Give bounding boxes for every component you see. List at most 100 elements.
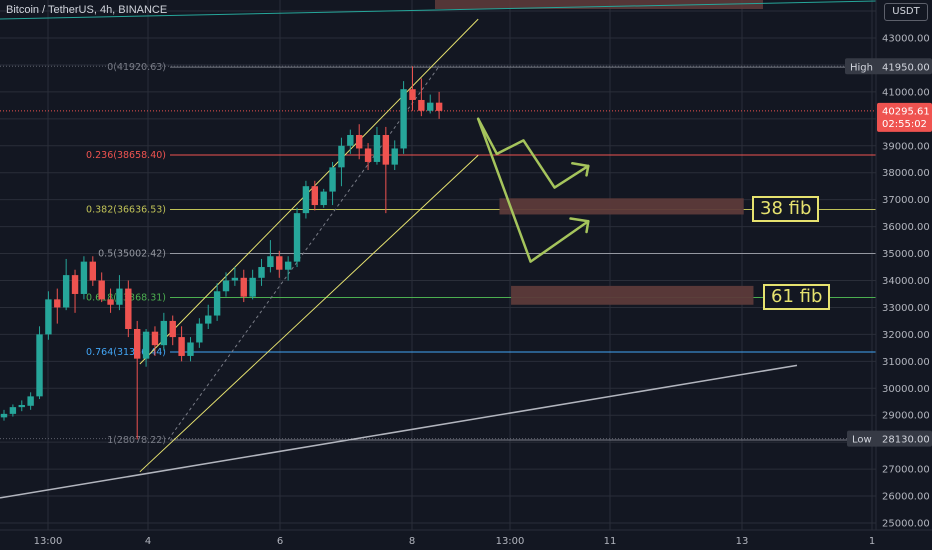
x-tick-label: 1	[869, 536, 875, 547]
candle-body	[0, 413, 8, 418]
y-tick-label: 29000.00	[882, 411, 930, 422]
y-tick-label: 26000.00	[882, 492, 930, 503]
channel-lower-line	[139, 154, 479, 473]
candle-body	[356, 135, 363, 149]
candle-body	[427, 102, 434, 111]
x-tick-label: 13:00	[496, 536, 525, 547]
candle-body	[373, 135, 381, 162]
y-tick-label: 36000.00	[882, 222, 930, 233]
currency-badge[interactable]: USDT	[884, 3, 928, 21]
candle-body	[267, 256, 274, 268]
high-badge-value: 41950.00	[882, 62, 930, 73]
y-tick-label: 37000.00	[882, 195, 930, 206]
candle-body	[435, 102, 443, 111]
candle-body	[231, 277, 239, 281]
trend-line-top	[0, 0, 877, 20]
fib61-zone	[511, 285, 754, 305]
chart-title: Bitcoin / TetherUS, 4h, BINANCE	[6, 4, 168, 16]
y-tick-label: 30000.00	[882, 384, 930, 395]
x-tick-label: 6	[277, 536, 283, 547]
candle-body	[311, 186, 318, 206]
candle-body	[169, 320, 176, 338]
candle-body	[142, 331, 150, 359]
candle-body	[249, 277, 256, 297]
y-tick-label: 35000.00	[882, 249, 930, 260]
candle-body	[391, 148, 398, 165]
candle-body	[284, 261, 292, 270]
candle-body	[18, 404, 25, 408]
last-price-badge	[877, 102, 932, 132]
last-price-value: 40295.61	[882, 106, 930, 117]
fib-level-label: 0.764(31346.44)	[86, 347, 166, 358]
last-price-timer: 02:55:02	[882, 119, 927, 130]
low-badge	[847, 430, 932, 447]
candle-body	[400, 89, 407, 149]
candle-body	[382, 135, 390, 165]
fib-level-label: 1(28078.22)	[107, 435, 166, 446]
candle-body	[71, 275, 79, 294]
y-tick-label: 33000.00	[882, 303, 930, 314]
y-tick-label: 34000.00	[882, 276, 930, 287]
candle-body	[125, 288, 132, 329]
x-tick-label: 8	[409, 536, 415, 547]
x-tick-label: 13:00	[34, 536, 63, 547]
fib-38-annotation: 38 fib	[752, 196, 820, 222]
high-badge	[845, 58, 932, 75]
candle-body	[187, 342, 194, 356]
candle-body	[302, 186, 310, 214]
candle-body	[213, 291, 221, 316]
candle-body	[107, 299, 114, 305]
candle-body	[276, 256, 283, 270]
candle-body	[196, 323, 203, 343]
candle-body	[9, 407, 17, 414]
fib-level-label: 0.236(38658.40)	[86, 150, 166, 161]
fib-trend-line	[167, 65, 440, 440]
y-tick-label: 25000.00	[882, 519, 930, 530]
candle-body	[258, 267, 265, 278]
fib38-zone	[499, 198, 744, 215]
candle-body	[116, 288, 123, 305]
candle-body	[134, 329, 141, 359]
y-tick-label: 38000.00	[882, 168, 930, 179]
x-tick-label: 13	[736, 536, 749, 547]
candle-body	[329, 167, 336, 192]
fib-level-label: 0(41920.63)	[107, 62, 166, 73]
time-axis	[0, 530, 932, 550]
candle-body	[347, 135, 354, 146]
fib-61-annotation: 61 fib	[763, 284, 831, 310]
candle-body	[27, 396, 34, 406]
candle-body	[98, 280, 105, 300]
low-badge-label: Low	[852, 435, 872, 446]
candle-body	[338, 145, 345, 168]
candle-body	[320, 191, 327, 206]
candle-body	[80, 261, 88, 294]
x-tick-label: 11	[604, 536, 617, 547]
candle-body	[418, 99, 425, 111]
candle-body	[293, 213, 301, 262]
projection-arrow-1	[476, 117, 590, 189]
candle-body	[240, 277, 247, 297]
y-tick-label: 27000.00	[882, 465, 930, 476]
projection-arrow-2	[476, 117, 590, 263]
fib-level-label: 0.382(36636.53)	[86, 204, 166, 215]
candle-body	[36, 334, 43, 397]
candle-body	[54, 299, 61, 308]
high-badge-label: High	[850, 62, 873, 73]
projection-arrowhead-2	[569, 217, 590, 234]
y-tick-label: 43000.00	[882, 34, 930, 45]
y-tick-label: 32000.00	[882, 330, 930, 341]
candle-body	[364, 148, 372, 162]
low-badge-value: 28130.00	[882, 435, 930, 446]
top-resistance-zone	[435, 0, 763, 9]
candle-body	[62, 275, 70, 308]
candle-body	[89, 261, 96, 281]
price-axis	[876, 0, 932, 550]
y-tick-label: 31000.00	[882, 357, 930, 368]
projection-arrowhead-1	[571, 162, 590, 177]
x-tick-label: 4	[145, 536, 151, 547]
y-tick-label: 41000.00	[882, 87, 930, 98]
candle-body	[45, 299, 52, 335]
candle-body	[160, 320, 168, 346]
